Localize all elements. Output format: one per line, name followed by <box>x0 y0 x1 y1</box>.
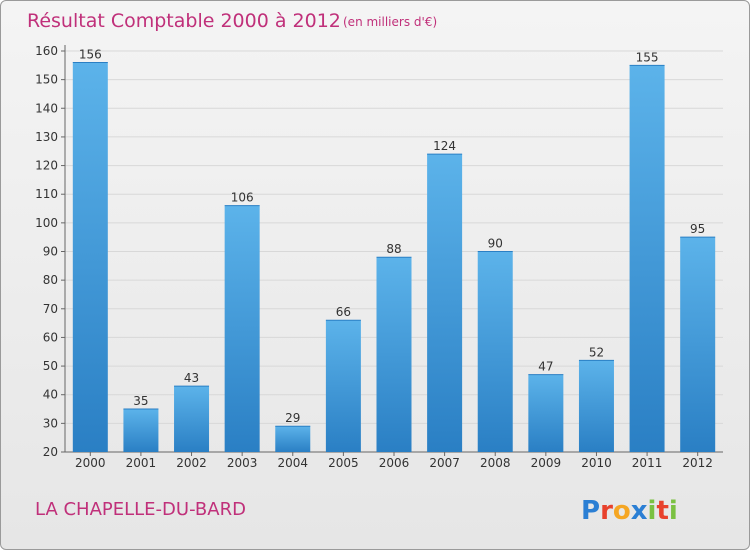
y-tick-label: 80 <box>43 273 58 287</box>
bars: 156 35 43 106 29 66 88 124 90 47 52 155 95 <box>72 47 716 453</box>
logo-letter: x <box>631 496 648 526</box>
x-tick-label: 2005 <box>328 456 359 470</box>
bar-2011 <box>629 65 665 453</box>
x-tick-label: 2002 <box>176 456 207 470</box>
data-label: 124 <box>433 139 456 153</box>
data-label: 29 <box>285 411 300 425</box>
x-tick-label: 2008 <box>480 456 511 470</box>
data-label: 35 <box>133 394 148 408</box>
bar-2012 <box>680 237 716 452</box>
data-label: 43 <box>184 371 199 385</box>
y-tick-label: 130 <box>35 130 58 144</box>
bar-2003 <box>224 205 260 452</box>
x-tick-label: 2007 <box>429 456 460 470</box>
logo-letter: i <box>648 496 657 526</box>
bar-2009 <box>528 374 564 452</box>
y-tick-label: 120 <box>35 159 58 173</box>
data-label: 106 <box>231 191 254 205</box>
y-tick-label: 100 <box>35 216 58 230</box>
y-tick-label: 60 <box>43 330 58 344</box>
y-tick-label: 150 <box>35 73 58 87</box>
x-tick-label: 2006 <box>379 456 410 470</box>
x-tick-label: 2003 <box>227 456 258 470</box>
x-tick-label: 2004 <box>277 456 308 470</box>
bar-2007 <box>427 154 463 452</box>
x-tick-label: 2009 <box>531 456 562 470</box>
x-tick-label: 2012 <box>682 456 713 470</box>
bar-2010 <box>578 360 614 452</box>
x-tick-label: 2010 <box>581 456 612 470</box>
proxiti-logo: Proxiti <box>581 496 678 526</box>
data-label: 47 <box>538 360 553 374</box>
bar-2002 <box>174 386 210 452</box>
y-tick-label: 160 <box>35 44 58 58</box>
commune-name: LA CHAPELLE-DU-BARD <box>35 499 246 520</box>
x-tick-label: 2011 <box>632 456 663 470</box>
y-tick-label: 140 <box>35 101 58 115</box>
logo-letter: r <box>600 496 613 526</box>
bar-2004 <box>275 426 311 452</box>
data-label: 88 <box>386 242 401 256</box>
data-label: 52 <box>589 345 604 359</box>
logo-letter: t <box>656 496 668 526</box>
y-tick-label: 30 <box>43 416 58 430</box>
bar-2005 <box>325 320 361 452</box>
y-tick-label: 110 <box>35 187 58 201</box>
data-label: 90 <box>488 237 503 251</box>
y-tick-label: 20 <box>43 445 58 459</box>
logo-letter: i <box>669 496 678 526</box>
data-label: 155 <box>636 50 659 64</box>
y-tick-label: 70 <box>43 302 58 316</box>
y-tick-label: 90 <box>43 245 58 259</box>
data-label: 66 <box>336 305 351 319</box>
logo-letter: P <box>581 496 600 526</box>
y-tick-label: 40 <box>43 388 58 402</box>
bar-2006 <box>376 257 412 452</box>
x-tick-label: 2000 <box>75 456 106 470</box>
chart-title: Résultat Comptable 2000 à 2012 <box>27 10 341 32</box>
bar-2001 <box>123 409 159 452</box>
y-tick-label: 50 <box>43 359 58 373</box>
chart-unit: (en milliers d'€) <box>343 15 437 29</box>
data-label: 156 <box>79 47 102 61</box>
x-tick-label: 2001 <box>126 456 157 470</box>
bar-2008 <box>477 251 513 452</box>
data-label: 95 <box>690 222 705 236</box>
logo-letter: o <box>613 496 631 526</box>
bar-2000 <box>72 62 108 452</box>
